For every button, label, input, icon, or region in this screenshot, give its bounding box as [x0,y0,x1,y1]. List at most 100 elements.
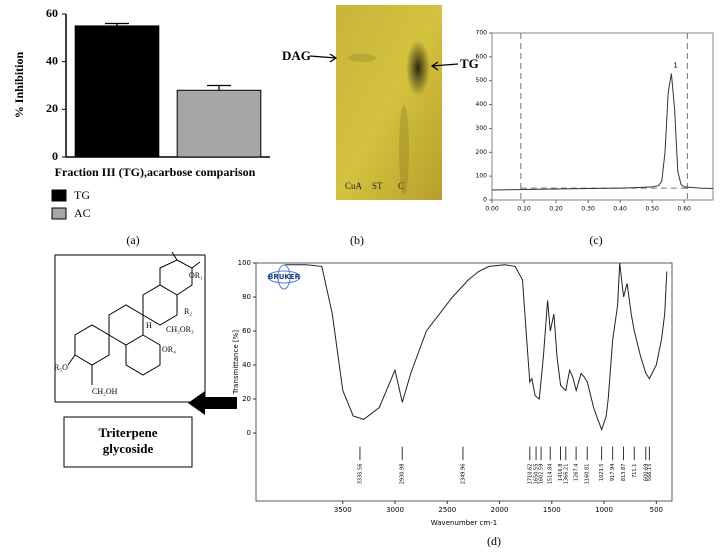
peak-label: 1267.4 [574,464,580,482]
peak-label: 1514.84 [548,464,554,485]
peak-label: 1160.81 [585,464,591,485]
y-tick-label: 0 [483,197,487,204]
error-bar [105,22,129,26]
peak-label: 1366.21 [563,464,569,485]
group-label: CH₂OR₃ [166,325,194,334]
x-tick-label: 2500 [438,506,456,514]
peak-label: 1650.55 [534,464,540,485]
logo [267,270,301,284]
peak-label: 3335.56 [357,464,363,485]
group-label: CH₂OH [92,387,118,396]
group-label: OR₄ [162,345,176,354]
x-axis-label: Wavenumber cm-1 [431,519,497,527]
structure-frame [54,254,206,403]
error-bar [207,84,231,91]
arrow-head [430,61,439,71]
legend-swatch [51,207,67,220]
y-tick-label: 40 [242,361,251,369]
bond [67,251,201,385]
panel-label: (d) [487,534,501,548]
tg-spot [406,40,430,96]
y-tick-label: 500 [476,77,488,84]
y-tick-label: 0 [52,149,58,163]
x-tick-label: 1000 [595,506,613,514]
panel-label: (a) [126,233,139,247]
peak-label: 1023.5 [599,464,605,482]
legend-swatch [51,189,67,202]
name-holder: Triterpene glycoside [98,425,158,456]
group-label: R₅O [54,363,68,372]
y-tick-label: 700 [476,30,488,37]
lane-label: ST [372,181,383,191]
ring [74,324,110,366]
y-tick-label: 200 [476,149,488,156]
plot-frame [491,32,714,201]
x-tick-label: 0.10 [517,206,531,213]
ring [125,334,161,376]
y-axis-label: Transmittance [%] [232,330,240,395]
name-box [63,416,193,468]
x-tick-label: 0.60 [677,206,691,213]
tlc-photo: DAG TG CuA ST C [282,5,479,200]
group-label: OR₁ [189,271,203,280]
lane-label: C [398,181,404,191]
x-tick-label: 3500 [334,506,352,514]
y-tick-label: 600 [476,53,488,60]
arrow [188,391,237,415]
peak-label: 2930.98 [400,464,406,485]
peak-label: 1602.59 [539,464,545,485]
smear [399,105,409,195]
y-tick-label: 40 [46,53,58,67]
plot-frame [255,262,673,502]
spot-label: DAG [282,48,311,63]
y-tick-label: 60 [46,6,58,20]
structure [54,251,206,403]
y-tick-label: 0 [247,429,251,437]
legend-label: TG [74,188,90,202]
y-axis-label: % Inhibition [12,51,26,118]
peak-label: 566.15 [647,464,653,482]
y-tick-label: 20 [46,101,58,115]
x-tick-label: 500 [650,506,663,514]
peak-label: 813.87 [621,464,627,482]
peak-label: 711.1 [632,464,638,478]
logo [277,264,291,290]
tlc-plate [336,5,442,200]
arrow [431,63,459,67]
x-tick-label: 0.20 [549,206,563,213]
arrow-head [329,53,338,63]
spot-label: TG [460,56,479,71]
structure-name: Triterpene glycoside [98,425,158,456]
data-line [491,73,714,191]
x-tick-label: 3000 [386,506,404,514]
dag-spot [348,54,376,62]
ring [142,284,178,326]
peak-label: 2349.96 [460,464,466,485]
group-label: R₂ [184,307,192,316]
brand: BRUKER [268,273,301,281]
x-tick-label: 0.00 [485,206,499,213]
y-tick-label: 100 [238,259,251,267]
panel-label: (b) [350,233,364,247]
peak-label: 1710.62 [527,464,533,485]
x-tick-label: 0.40 [613,206,627,213]
panel-label: (c) [589,233,602,247]
legend-label: AC [74,206,91,220]
x-tick-label: 0.50 [645,206,659,213]
y-tick-label: 400 [476,101,488,108]
lane-label: CuA [345,181,363,191]
y-tick-label: 100 [476,173,488,180]
x-tick-label: 0.30 [581,206,595,213]
peak-label: 1 [673,62,677,70]
y-tick-label: 80 [242,293,251,301]
x-tick-label: 1500 [543,506,561,514]
x-axis-label: Fraction III (TG),acarbose comparison [55,165,256,179]
group-label: H [146,321,152,330]
peak-label: 917.94 [610,464,616,482]
bar [74,25,160,158]
bar [176,89,262,158]
ring [159,259,193,296]
ring [108,304,144,346]
